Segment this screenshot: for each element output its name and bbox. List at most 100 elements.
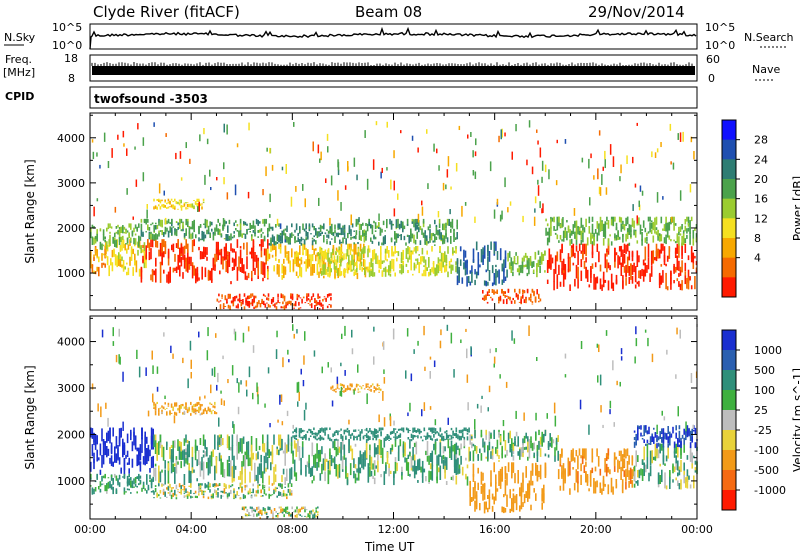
nsearch-tick-bottom: 10^0 (705, 39, 735, 52)
data-band-12 (546, 243, 698, 291)
colorbar-tick-label: 8 (754, 232, 761, 245)
cpid-panel (89, 86, 698, 109)
y-tick-label: 2000 (57, 222, 85, 235)
y-tick-label: 1000 (57, 267, 85, 280)
data-band-11 (507, 250, 546, 278)
data-band-4 (140, 218, 269, 242)
data-band-4 (292, 439, 470, 486)
nsky-trace (89, 26, 697, 50)
data-band-2 (153, 434, 293, 486)
data-band-8 (355, 218, 458, 246)
y-tick-label: 2000 (57, 428, 85, 441)
y-tick-label: 1000 (57, 475, 85, 488)
colorbar-tick-label: 20 (754, 173, 768, 186)
data-band-3 (153, 483, 293, 500)
colorbar-tick-label: 100 (754, 384, 775, 397)
colorbar-swatch (722, 159, 736, 180)
beam-title: Beam 08 (355, 3, 422, 21)
colorbar-swatch (722, 238, 736, 259)
nsearch-tick-top: 10^5 (705, 21, 735, 34)
colorbar-label: Power [dB] (791, 176, 800, 241)
nsky-tick-top: 10^5 (52, 21, 82, 34)
cpid-label: CPID (5, 90, 34, 103)
data-band-13 (330, 383, 382, 393)
x-axis-label: Time UT (364, 540, 415, 554)
data-band-14 (216, 293, 332, 310)
nsky-tick-bottom: 10^0 (52, 39, 82, 52)
y-tick-label: 4000 (57, 336, 85, 349)
nsky-label: N.Sky (4, 31, 36, 44)
cpid-value: twofsound -3503 (94, 92, 208, 106)
colorbar-swatch (722, 470, 736, 491)
data-band-6 (469, 462, 547, 514)
power-panel: 1000 2000 3000 4000 Slant Range [km] (23, 112, 698, 311)
x-tick-label: 16:00 (479, 523, 511, 536)
x-tick-label: 00:00 (74, 523, 106, 536)
data-band-2 (90, 223, 142, 251)
freq-bars (91, 62, 695, 75)
colorbar-swatch (722, 450, 736, 471)
x-tick-label: 00:00 (681, 523, 713, 536)
data-band-9 (456, 241, 508, 287)
sparse-echoes (91, 324, 698, 435)
panel-background (90, 113, 697, 310)
colorbar-tick-label: -25 (754, 424, 772, 437)
y-axis-label: Slant Range [km] (23, 365, 37, 469)
nave-label: Nave (752, 63, 780, 76)
colorbar-swatch (722, 490, 736, 511)
nsky-panel (89, 23, 698, 50)
colorbar-swatch (722, 198, 736, 219)
data-band-3 (140, 239, 269, 285)
colorbar-swatch (722, 390, 736, 411)
colorbar-tick-label: 16 (754, 193, 768, 206)
colorbar-swatch (722, 430, 736, 451)
data-band-7 (469, 429, 559, 462)
data-band-11 (241, 506, 319, 519)
x-tick-label: 08:00 (276, 523, 308, 536)
colorbar-swatch (722, 277, 736, 298)
colorbar-tick-label: 28 (754, 134, 768, 147)
colorbar-swatch (722, 257, 736, 278)
power-colorbar: 28 24 20 16 12 8 4 Power [dB] (721, 119, 800, 298)
freq-label-line1: Freq. (5, 53, 32, 66)
velocity-panel: 1000 2000 3000 4000 Slant Range [km] 00:00 04:… (23, 315, 713, 536)
nsearch-label: N.Search (744, 31, 794, 44)
freq-tick-top: 18 (64, 52, 78, 65)
date-title: 29/Nov/2014 (588, 3, 685, 21)
colorbar-tick-label: 4 (754, 252, 761, 265)
data-band-10 (482, 288, 542, 305)
data-band-12 (153, 401, 218, 416)
x-tick-label: 20:00 (580, 523, 612, 536)
colorbar-tick-label: -100 (754, 444, 779, 457)
freq-tick-bottom: 8 (68, 72, 75, 85)
nave-tick-top: 60 (706, 53, 720, 66)
x-tick-label: 12:00 (378, 523, 410, 536)
freq-label-line2: [MHz] (3, 66, 35, 79)
y-tick-label: 4000 (57, 132, 85, 145)
data-band-10 (633, 425, 698, 449)
colorbar-swatch (722, 410, 736, 431)
colorbar-tick-label: -500 (754, 464, 779, 477)
y-axis-label: Slant Range [km] (23, 159, 37, 263)
colorbar-swatch (722, 179, 736, 200)
data-band-7 (317, 246, 457, 278)
colorbar-swatch (722, 120, 736, 141)
colorbar-tick-label: 1000 (754, 344, 782, 357)
colorbar-swatch (722, 330, 736, 351)
colorbar-swatch (722, 350, 736, 371)
data-band-9 (633, 443, 698, 490)
colorbar-frame (721, 329, 737, 511)
data-band-6 (267, 223, 357, 246)
colorbar-swatch (722, 218, 736, 239)
station-title: Clyde River (fitACF) (93, 3, 240, 21)
colorbar-tick-label: 500 (754, 364, 775, 377)
colorbar-tick-label: 24 (754, 153, 768, 166)
y-tick-label: 3000 (57, 177, 85, 190)
velocity-colorbar: 1000 500 100 25 -25 -100 -500 -1000 Velocity [m … (721, 329, 800, 511)
colorbar-frame (721, 119, 737, 298)
data-band-13 (545, 216, 698, 246)
colorbar-label: Velocity [m s^-1] (791, 368, 800, 472)
data-band-5 (292, 427, 470, 442)
y-tick-label: 3000 (57, 382, 85, 395)
